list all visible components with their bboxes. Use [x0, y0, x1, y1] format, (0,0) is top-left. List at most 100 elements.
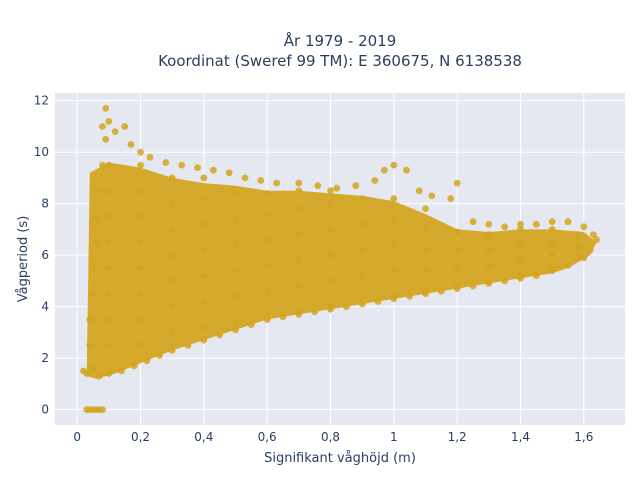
- y-tick-label: 6: [41, 248, 49, 262]
- data-point: [184, 341, 192, 349]
- data-point: [485, 220, 493, 228]
- data-point: [263, 287, 271, 295]
- data-point: [232, 190, 239, 197]
- data-point: [469, 218, 477, 226]
- data-point: [105, 290, 113, 298]
- data-point: [422, 267, 429, 274]
- data-point: [263, 210, 271, 218]
- data-point: [105, 370, 113, 377]
- data-point: [517, 241, 524, 249]
- data-point: [371, 177, 379, 184]
- data-point: [168, 174, 176, 182]
- data-point: [232, 326, 239, 334]
- data-point: [501, 223, 509, 231]
- data-point: [574, 254, 581, 262]
- data-point: [200, 336, 208, 344]
- data-point: [137, 148, 144, 156]
- data-point: [532, 272, 540, 280]
- data-point: [517, 226, 524, 233]
- data-point: [517, 256, 524, 264]
- x-tick-label: 0: [73, 430, 81, 444]
- data-point: [333, 184, 341, 192]
- data-point: [137, 238, 144, 246]
- point-cloud-region: [86, 162, 597, 379]
- data-point: [105, 238, 113, 246]
- data-point: [99, 123, 106, 130]
- data-point: [83, 370, 91, 377]
- data-point: [168, 226, 176, 233]
- data-point: [200, 195, 208, 202]
- data-point: [548, 226, 556, 233]
- data-point: [95, 372, 103, 380]
- data-point: [548, 264, 556, 272]
- data-point: [168, 303, 176, 310]
- density-bands: [86, 162, 597, 379]
- data-point: [358, 246, 366, 254]
- data-point: [200, 298, 208, 305]
- x-tick-label: 0,4: [194, 430, 213, 444]
- data-point: [105, 117, 113, 125]
- data-point: [137, 290, 144, 298]
- data-point: [241, 174, 249, 182]
- data-point: [232, 318, 239, 326]
- data-point: [390, 195, 398, 202]
- data-point: [105, 341, 113, 349]
- x-tick-label: 0,2: [131, 430, 150, 444]
- data-point: [102, 105, 110, 112]
- data-point: [295, 231, 303, 239]
- data-point: [200, 272, 208, 280]
- data-point: [437, 287, 445, 295]
- data-point: [295, 205, 303, 213]
- y-axis-ticks: 0 2 4 6 8 10 12: [34, 94, 49, 417]
- data-point: [314, 182, 322, 190]
- data-point: [89, 290, 97, 298]
- data-point: [580, 254, 588, 262]
- data-point: [247, 321, 255, 328]
- data-point: [168, 277, 176, 285]
- data-point: [137, 264, 144, 272]
- data-point: [216, 331, 224, 339]
- data-point: [327, 187, 334, 195]
- data-point: [89, 264, 97, 272]
- data-point: [156, 352, 163, 359]
- y-tick-label: 12: [34, 94, 49, 108]
- data-point: [137, 341, 144, 349]
- data-point: [178, 161, 186, 169]
- data-point: [358, 195, 366, 202]
- data-point: [415, 187, 423, 195]
- x-tick-label: 0,6: [258, 430, 277, 444]
- data-point: [390, 215, 398, 223]
- x-tick-label: 1,2: [448, 430, 467, 444]
- data-point: [485, 262, 493, 269]
- data-point: [137, 187, 144, 195]
- data-point: [593, 236, 600, 244]
- data-point: [390, 241, 398, 249]
- data-point: [168, 251, 176, 259]
- data-point: [86, 316, 94, 323]
- data-point: [130, 362, 138, 370]
- data-point: [232, 267, 239, 274]
- data-point: [102, 135, 110, 143]
- data-point: [263, 262, 271, 269]
- data-point: [548, 251, 556, 259]
- x-tick-label: 0,8: [321, 430, 340, 444]
- data-point: [358, 298, 366, 305]
- data-point: [342, 303, 350, 310]
- data-point: [263, 190, 271, 197]
- data-point: [99, 406, 106, 413]
- y-axis-label: Vågperiod (s): [16, 216, 31, 303]
- data-point: [263, 236, 271, 244]
- data-point: [517, 220, 524, 228]
- data-point: [485, 277, 493, 285]
- data-point: [111, 128, 119, 136]
- y-tick-label: 4: [41, 300, 49, 314]
- data-point: [352, 182, 360, 190]
- data-point: [95, 187, 103, 195]
- data-point: [257, 177, 265, 184]
- data-point: [428, 192, 436, 200]
- y-tick-label: 10: [34, 145, 49, 159]
- data-point: [295, 256, 303, 264]
- data-point: [137, 213, 144, 220]
- data-point: [92, 238, 100, 246]
